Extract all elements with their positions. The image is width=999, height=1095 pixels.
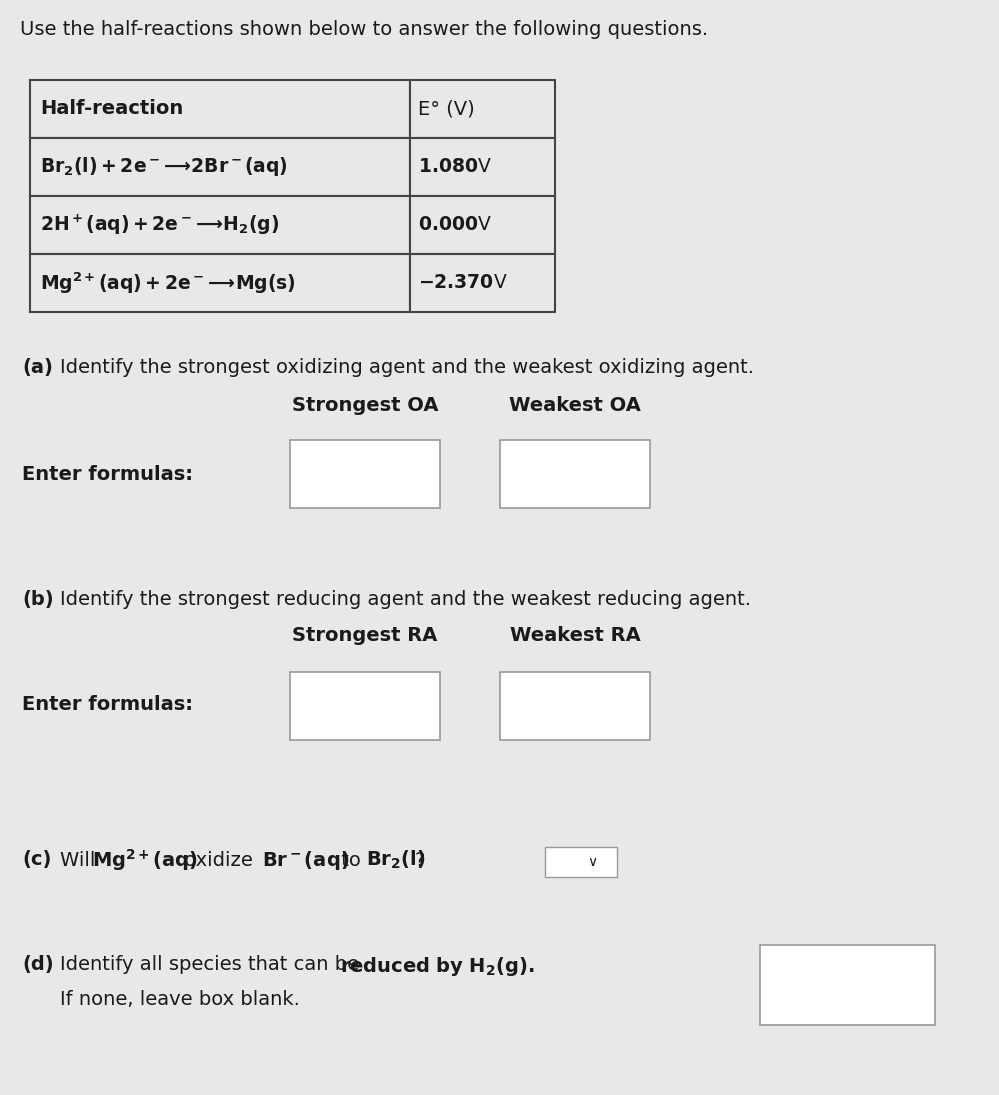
Bar [30, 196, 410, 254]
Text: Strongest RA: Strongest RA [293, 626, 438, 645]
Bar [30, 80, 410, 138]
Text: (c): (c) [22, 851, 51, 869]
Bar [500, 672, 650, 740]
Text: oxidize: oxidize [178, 851, 259, 869]
Text: E° (V): E° (V) [418, 100, 475, 118]
Text: ?: ? [415, 851, 426, 869]
Text: (a): (a) [22, 358, 53, 377]
Text: $\mathbf{Br_2(l) + 2e^-\!\longrightarrow\!2Br^-(aq)}$: $\mathbf{Br_2(l) + 2e^-\!\longrightarrow… [40, 155, 288, 178]
Text: Use the half-reactions shown below to answer the following questions.: Use the half-reactions shown below to an… [20, 20, 708, 39]
Bar [500, 440, 650, 508]
Text: If none, leave box blank.: If none, leave box blank. [60, 990, 300, 1008]
Bar [410, 138, 555, 196]
Bar [290, 672, 440, 740]
Text: $\mathbf{0.000}$V: $\mathbf{0.000}$V [418, 216, 492, 234]
Text: Half-reaction: Half-reaction [40, 100, 183, 118]
Bar [410, 80, 555, 138]
Bar [290, 440, 440, 508]
Text: Enter formulas:: Enter formulas: [22, 465, 193, 484]
Text: (b): (b) [22, 590, 54, 609]
Text: Weakest OA: Weakest OA [509, 396, 641, 415]
Text: ∨: ∨ [586, 855, 596, 869]
Bar [410, 254, 555, 312]
Text: Identify the strongest reducing agent and the weakest reducing agent.: Identify the strongest reducing agent an… [60, 590, 751, 609]
Text: $\mathbf{Br^-(aq)}$: $\mathbf{Br^-(aq)}$ [262, 849, 350, 872]
Bar [30, 254, 410, 312]
Text: Identify all species that can be: Identify all species that can be [60, 955, 366, 973]
Text: (d): (d) [22, 955, 54, 973]
Text: $\mathbf{Mg^{2+}(aq)}$: $\mathbf{Mg^{2+}(aq)}$ [92, 848, 198, 873]
Text: $\mathbf{reduced\ by\ H_2(g).}$: $\mathbf{reduced\ by\ H_2(g).}$ [340, 955, 534, 978]
Text: Will: Will [60, 851, 102, 869]
Text: $\mathbf{Mg^{2+}(aq) + 2e^-\!\longrightarrow\!Mg(s)}$: $\mathbf{Mg^{2+}(aq) + 2e^-\!\longrighta… [40, 270, 296, 296]
Text: $\mathbf{Br_2(l)}$: $\mathbf{Br_2(l)}$ [366, 849, 426, 872]
Text: Identify the strongest oxidizing agent and the weakest oxidizing agent.: Identify the strongest oxidizing agent a… [60, 358, 754, 377]
Bar [760, 945, 935, 1025]
Bar [545, 848, 617, 877]
Text: Weakest RA: Weakest RA [509, 626, 640, 645]
Bar [30, 138, 410, 196]
Text: $\mathbf{2H^+(aq) + 2e^-\!\longrightarrow\!H_2(g)}$: $\mathbf{2H^+(aq) + 2e^-\!\longrightarro… [40, 212, 279, 237]
Text: to: to [335, 851, 367, 869]
Text: $\mathbf{1.080}$V: $\mathbf{1.080}$V [418, 158, 492, 176]
Bar [410, 196, 555, 254]
Text: Enter formulas:: Enter formulas: [22, 695, 193, 715]
Text: $\mathbf{-2.370}$V: $\mathbf{-2.370}$V [418, 274, 507, 292]
Text: Strongest OA: Strongest OA [292, 396, 439, 415]
